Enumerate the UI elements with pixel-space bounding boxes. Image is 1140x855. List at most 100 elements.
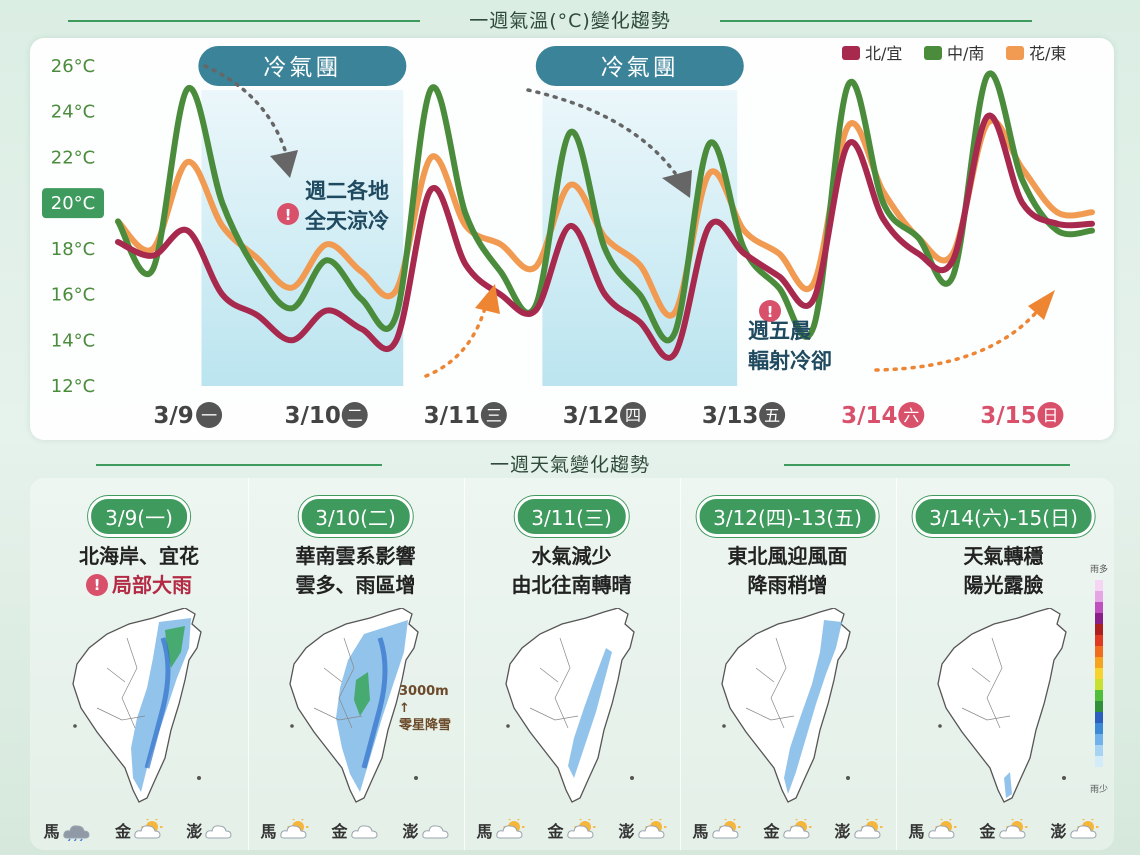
- outlying-islands-forecast: 馬金澎: [681, 818, 894, 842]
- island-forecast: 金: [547, 818, 595, 842]
- island-forecast: 馬: [692, 818, 740, 842]
- rain-cloud-icon: [62, 825, 90, 841]
- x-tick-date: 3/9: [153, 403, 193, 429]
- partly-sunny-icon: [134, 819, 163, 839]
- x-tick-day: 二: [347, 406, 363, 425]
- x-tick-day-badge: [759, 402, 786, 428]
- x-tick-day: 一: [201, 406, 217, 425]
- day-description-line: 由北往南轉晴: [511, 573, 632, 597]
- y-tick-label: 22°C: [51, 147, 95, 168]
- outlying-islands-forecast: 馬金澎: [465, 818, 678, 842]
- day-description: 北海岸、宜花 ! 局部大雨: [32, 542, 246, 600]
- day-description: 天氣轉穩 陽光露臉: [897, 542, 1110, 600]
- partly-sunny-icon: [279, 819, 308, 839]
- alert-icon-glyph: !: [767, 303, 774, 321]
- rain-legend-swatch: [1095, 657, 1103, 668]
- day-description-line: 水氣減少: [531, 544, 612, 568]
- x-tick-day: 六: [903, 406, 919, 425]
- alert-icon: [277, 203, 299, 225]
- y-tick-highlight: [42, 188, 104, 219]
- temperature-chart: 冷氣團 冷氣團 12°C 14°C 16°C 18°C 20°C 22°C 24°C 26°C 北/…: [42, 44, 1095, 429]
- island-forecast: 澎: [402, 818, 450, 842]
- cold-air-label-bg: [535, 46, 744, 86]
- day-panel: 3/12(四)-13(五) 東北風迎風面 降雨稍增馬金澎: [680, 478, 894, 850]
- day-panel: 3/14(六)-15(日) 天氣轉穩陽光露臉馬金澎: [896, 478, 1110, 850]
- island-forecast: 金: [763, 818, 811, 842]
- rain-legend-bottom-label: 雨少: [1090, 784, 1108, 795]
- x-tick-date: 3/10: [285, 403, 341, 429]
- cloud-icon: [421, 825, 449, 839]
- legend-swatch: [842, 46, 860, 60]
- day-description-line: 陽光露臉: [963, 573, 1044, 597]
- day-label-pill: 3/10(二): [298, 496, 413, 537]
- alert-icon-glyph: !: [285, 206, 292, 224]
- taiwan-rainfall-map: [289, 608, 419, 803]
- taiwan-rainfall-map: [72, 608, 202, 803]
- rain-legend-swatch: [1095, 734, 1103, 745]
- series-line-0: [115, 112, 1095, 361]
- annotation-text: 輻射冷卻: [748, 349, 832, 373]
- x-tick-day: 日: [1042, 406, 1058, 425]
- weather-trend-panel: 3/9(一) 北海岸、宜花! 局部大雨馬金澎 3/10(二) 華南雲系影響 雲多、雨區增 3…: [30, 478, 1114, 850]
- day-description: 華南雲系影響 雲多、雨區增: [249, 542, 462, 600]
- x-tick-day: 四: [625, 406, 641, 425]
- x-tick-day: 三: [486, 406, 502, 425]
- x-tick-date: 3/15: [980, 403, 1036, 429]
- island-forecast: 金: [331, 818, 379, 842]
- day-description-line: 北海岸、宜花: [79, 544, 199, 568]
- cloud-icon: [205, 825, 232, 839]
- day-description: 東北風迎風面 降雨稍增: [681, 542, 894, 600]
- partly-sunny-icon: [495, 819, 524, 839]
- x-tick-day-badge: [620, 402, 646, 428]
- island-forecast: 澎: [834, 818, 882, 842]
- day-panel: 3/9(一) 北海岸、宜花 ! 局部大雨馬金澎: [32, 478, 246, 850]
- day-description-line: 華南雲系影響: [295, 544, 416, 568]
- partly-sunny-icon: [782, 819, 811, 839]
- legend-swatch: [1006, 46, 1024, 60]
- outlying-islands-forecast: 馬金澎: [249, 818, 462, 842]
- rain-legend-swatch: [1095, 591, 1103, 602]
- day-description-line: 天氣轉穩: [963, 544, 1044, 568]
- y-tick-label: 12°C: [51, 376, 95, 397]
- day-label-pill: 3/14(六)-15(日): [912, 496, 1095, 537]
- taiwan-rainfall-map: [937, 608, 1067, 803]
- rain-legend-swatch: [1095, 679, 1103, 690]
- y-tick-label: 16°C: [51, 285, 95, 306]
- island-forecast: 澎: [618, 818, 666, 842]
- island-forecast: 馬: [44, 818, 92, 842]
- snow-note: 3000m ↑ 零星降雪: [399, 684, 452, 733]
- y-tick-label: 14°C: [51, 330, 95, 351]
- day-label-pill: 3/9(一): [88, 496, 190, 537]
- weather-section-title: 一週天氣變化趨勢: [0, 450, 1140, 477]
- rain-legend-swatch: [1095, 613, 1103, 624]
- cloud-icon: [350, 825, 378, 839]
- island-forecast: 澎: [1050, 818, 1098, 842]
- cold-air-label: 冷氣團: [263, 55, 341, 81]
- cooling-arrow-head: [270, 150, 298, 178]
- island-forecast: 金: [979, 818, 1027, 842]
- rain-legend-swatch: [1095, 580, 1103, 591]
- taiwan-rainfall-map: [505, 608, 635, 803]
- annotation-text: 週五晨: [748, 319, 812, 343]
- partly-sunny-icon: [927, 819, 956, 839]
- partly-sunny-icon: [566, 819, 595, 839]
- x-tick-day-badge: [1037, 402, 1064, 428]
- alert-icon: !: [86, 574, 108, 596]
- legend-label: 花/東: [1029, 44, 1066, 63]
- partly-sunny-icon: [998, 819, 1027, 839]
- alert-icon: [759, 300, 781, 322]
- annotation-text: 全天涼冷: [304, 209, 389, 233]
- x-tick-day-badge: [480, 402, 507, 428]
- warming-arrow: [874, 306, 1042, 372]
- legend-label: 中/南: [947, 44, 984, 63]
- cold-air-label-bg: [198, 46, 407, 86]
- day-description-line: 東北風迎風面: [727, 544, 848, 568]
- rain-legend-top-label: 雨多: [1090, 563, 1108, 575]
- annotation-text: 週二各地: [305, 179, 389, 203]
- warming-arrow-head: [1028, 290, 1055, 320]
- x-tick-date: 3/14: [841, 403, 897, 429]
- x-tick-date: 3/12: [563, 403, 619, 429]
- island-forecast: 馬: [908, 818, 956, 842]
- island-forecast: 澎: [186, 818, 234, 842]
- x-tick-date: 3/13: [702, 403, 758, 429]
